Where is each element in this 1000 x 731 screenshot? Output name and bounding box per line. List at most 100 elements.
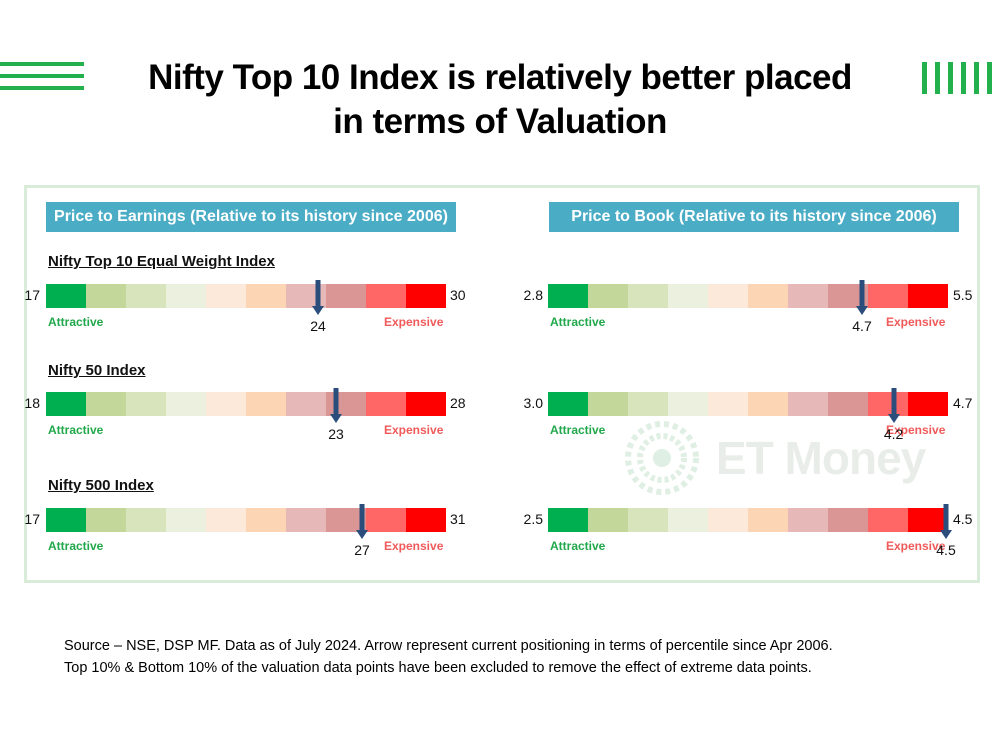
pe-index-name: Nifty 50 Index <box>48 362 146 379</box>
scale-segment <box>126 392 166 416</box>
pb-max-label: 4.5 <box>953 511 973 527</box>
scale-segment <box>126 508 166 532</box>
scale-segment <box>406 284 446 308</box>
pe-index-name: Nifty 500 Index <box>48 477 154 494</box>
scale-segment <box>788 508 828 532</box>
scale-segment <box>828 508 868 532</box>
scale-segment <box>86 284 126 308</box>
page-title: Nifty Top 10 Index is relatively better … <box>100 56 900 144</box>
pb-current-arrow-icon <box>940 504 952 539</box>
scale-segment <box>366 508 406 532</box>
et-money-logo-icon <box>625 421 699 495</box>
pb-scale-bar <box>548 508 948 532</box>
scale-segment <box>868 392 908 416</box>
title-line-1: Nifty Top 10 Index is relatively better … <box>148 58 852 97</box>
scale-segment <box>868 508 908 532</box>
scale-segment <box>668 508 708 532</box>
scale-segment <box>406 508 446 532</box>
pe-min-label: 17 <box>24 287 40 303</box>
pb-expensive-label: Expensive <box>886 539 946 553</box>
scale-segment <box>326 392 366 416</box>
source-line-2: Top 10% & Bottom 10% of the valuation da… <box>64 660 812 676</box>
scale-segment <box>246 508 286 532</box>
pe-min-label: 18 <box>24 395 40 411</box>
scale-segment <box>908 508 948 532</box>
pb-attractive-label: Attractive <box>550 315 606 329</box>
scale-segment <box>246 392 286 416</box>
pe-current-arrow-icon <box>330 388 342 423</box>
watermark-text: ET Money <box>716 432 926 484</box>
pb-max-label: 4.7 <box>953 395 973 411</box>
pe-current-arrow-icon <box>312 280 324 315</box>
scale-segment <box>588 284 628 308</box>
pb-current-value: 4.7 <box>852 318 872 334</box>
pe-expensive-label: Expensive <box>384 423 444 437</box>
pb-min-label: 2.5 <box>523 511 543 527</box>
scale-segment <box>588 508 628 532</box>
scale-segment <box>366 392 406 416</box>
pb-scale-bar <box>548 392 948 416</box>
scale-segment <box>166 284 206 308</box>
scale-segment <box>628 392 668 416</box>
scale-segment <box>708 392 748 416</box>
title-line-2: in terms of Valuation <box>333 102 667 141</box>
scale-segment <box>908 284 948 308</box>
pb-min-label: 2.8 <box>523 287 543 303</box>
scale-segment <box>548 392 588 416</box>
scale-segment <box>366 284 406 308</box>
pe-expensive-label: Expensive <box>384 539 444 553</box>
scale-segment <box>828 392 868 416</box>
scale-segment <box>708 508 748 532</box>
pb-current-arrow-icon <box>887 388 900 423</box>
pe-current-value: 27 <box>354 542 370 558</box>
pe-scale-bar <box>46 508 446 532</box>
source-line-1: Source – NSE, DSP MF. Data as of July 20… <box>64 638 833 654</box>
pe-max-label: 28 <box>450 395 466 411</box>
scale-segment <box>788 392 828 416</box>
pb-header: Price to Book (Relative to its history s… <box>549 202 959 232</box>
scale-segment <box>748 284 788 308</box>
pb-max-label: 5.5 <box>953 287 973 303</box>
scale-segment <box>708 284 748 308</box>
pe-scale-bar <box>46 284 446 308</box>
pb-min-label: 3.0 <box>523 395 543 411</box>
pb-current-value: 4.2 <box>883 426 904 442</box>
scale-segment <box>748 508 788 532</box>
scale-segment <box>788 284 828 308</box>
pe-header: Price to Earnings (Relative to its histo… <box>46 202 456 232</box>
watermark: ET Money <box>624 420 926 496</box>
pe-current-arrow-icon <box>356 504 368 539</box>
scale-segment <box>246 284 286 308</box>
scale-segment <box>86 508 126 532</box>
scale-segment <box>326 284 366 308</box>
scale-segment <box>86 392 126 416</box>
pe-attractive-label: Attractive <box>48 539 104 553</box>
pe-scale-bar <box>46 392 446 416</box>
scale-segment <box>46 284 86 308</box>
scale-segment <box>286 508 326 532</box>
pe-expensive-label: Expensive <box>384 315 444 329</box>
pb-attractive-label: Attractive <box>550 423 606 437</box>
pb-current-value: 4.5 <box>936 542 956 558</box>
pe-index-name: Nifty Top 10 Equal Weight Index <box>48 253 275 270</box>
pb-expensive-label: Expensive <box>886 315 946 329</box>
scale-segment <box>126 284 166 308</box>
pb-attractive-label: Attractive <box>550 539 606 553</box>
scale-segment <box>166 508 206 532</box>
decor-stripes-left <box>0 62 84 98</box>
scale-segment <box>326 508 366 532</box>
scale-segment <box>46 508 86 532</box>
scale-segment <box>206 392 246 416</box>
scale-segment <box>908 392 948 416</box>
scale-segment <box>748 392 788 416</box>
pe-current-value: 24 <box>310 318 326 334</box>
scale-segment <box>628 284 668 308</box>
pe-attractive-label: Attractive <box>48 315 104 329</box>
pb-expensive-label: Expensive <box>886 423 946 437</box>
scale-segment <box>548 284 588 308</box>
pb-current-arrow-icon <box>856 280 868 315</box>
scale-segment <box>668 284 708 308</box>
scale-segment <box>206 508 246 532</box>
decor-stripes-right <box>922 62 1000 94</box>
pe-current-value: 23 <box>328 426 344 442</box>
